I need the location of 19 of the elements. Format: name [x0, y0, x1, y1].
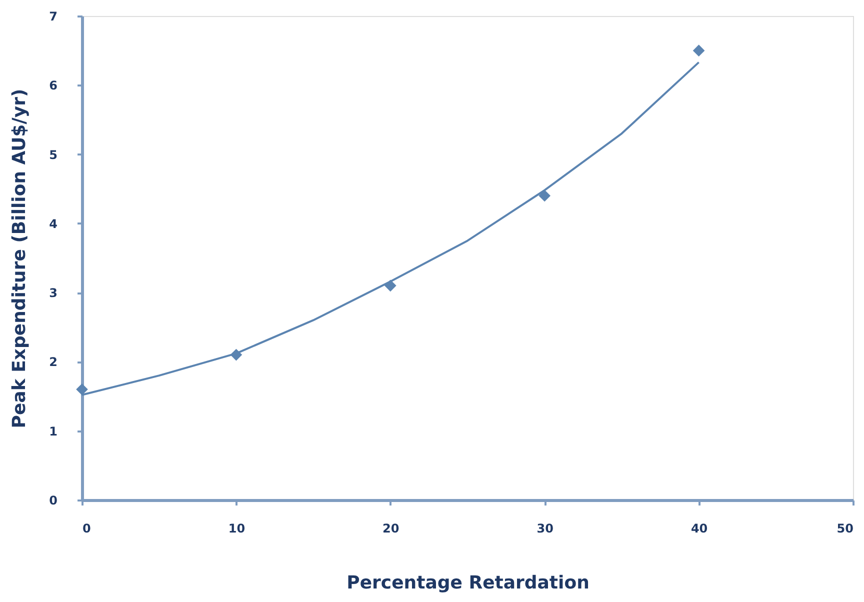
point: [76, 383, 88, 396]
y-tick-label: 7: [49, 10, 58, 24]
x-tick-label: 40: [690, 522, 708, 536]
x-tick-label: 50: [836, 522, 854, 536]
x-tick-label: 0: [82, 522, 91, 536]
x-axis-title: Percentage Retardation: [346, 572, 590, 594]
point: [692, 44, 705, 56]
y-tick-label: 0: [49, 494, 58, 508]
y-axis-title: Peak Expenditure (Billion AU$/yr): [9, 88, 30, 428]
point: [538, 190, 551, 202]
x-tick-label: 20: [382, 522, 400, 536]
x-tick-label: 10: [228, 522, 246, 536]
y-tick-label: 3: [49, 286, 58, 300]
y-tick-label: 1: [49, 424, 58, 438]
y-tick-label: 2: [49, 355, 58, 370]
y-tick-label: 4: [49, 216, 58, 231]
y-tick-label: 5: [49, 148, 58, 162]
x-tick-label: 30: [536, 522, 554, 536]
y-tick-label: 6: [49, 78, 58, 93]
